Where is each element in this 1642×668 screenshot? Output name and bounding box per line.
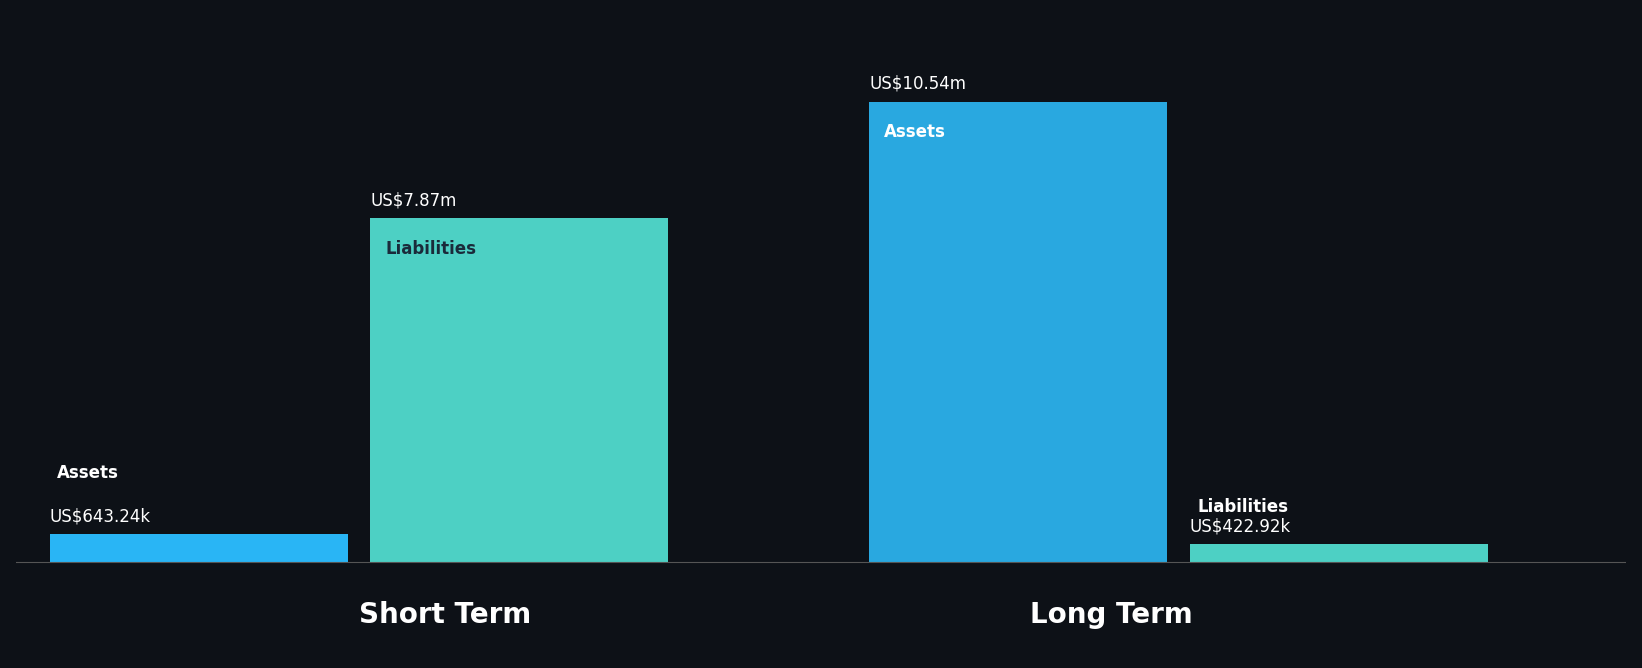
Bar <box>869 102 1167 562</box>
Text: Liabilities: Liabilities <box>386 240 476 258</box>
Text: US$7.87m: US$7.87m <box>371 192 456 210</box>
Text: Liabilities: Liabilities <box>1197 498 1289 516</box>
Bar <box>371 218 668 562</box>
Text: US$643.24k: US$643.24k <box>49 508 151 526</box>
Text: US$10.54m: US$10.54m <box>869 75 967 93</box>
Text: US$422.92k: US$422.92k <box>1190 517 1291 535</box>
Text: Assets: Assets <box>885 124 946 141</box>
Bar <box>1190 544 1488 562</box>
Text: Short Term: Short Term <box>360 601 532 629</box>
Text: Assets: Assets <box>57 464 120 482</box>
Text: Long Term: Long Term <box>1030 601 1192 629</box>
Bar <box>49 534 348 562</box>
